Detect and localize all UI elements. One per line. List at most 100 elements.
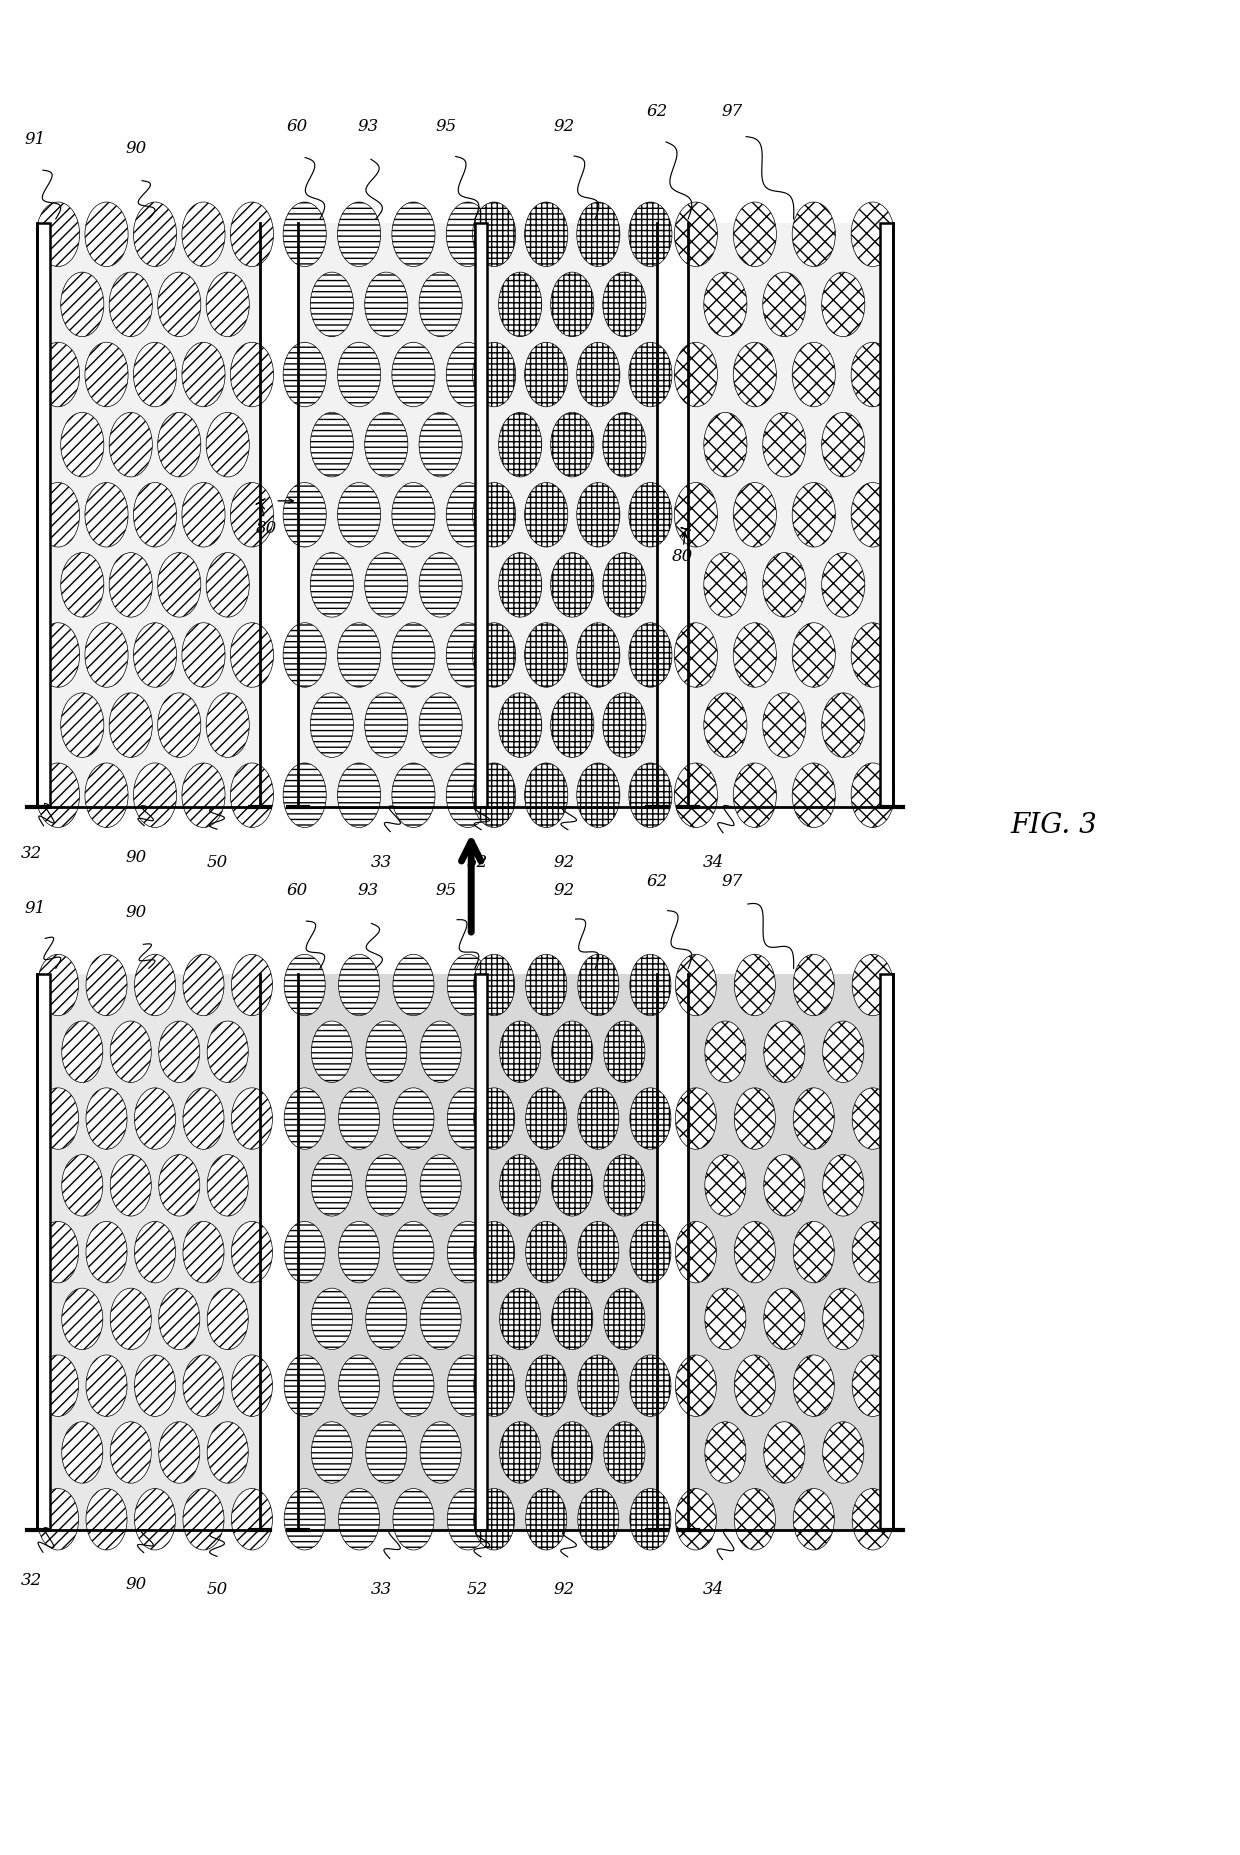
Text: 90: 90 [125,139,148,158]
Circle shape [474,1221,515,1284]
Circle shape [675,623,718,686]
Circle shape [577,343,620,406]
Circle shape [310,412,353,477]
Circle shape [134,1488,176,1551]
Circle shape [366,1287,407,1350]
Circle shape [472,623,516,686]
Circle shape [822,412,864,477]
Circle shape [704,1421,746,1484]
Circle shape [448,1221,489,1284]
Circle shape [630,1221,671,1284]
Circle shape [578,1354,619,1417]
Circle shape [852,953,893,1017]
Circle shape [284,1354,325,1417]
Circle shape [62,1020,103,1083]
Circle shape [284,1488,325,1551]
Circle shape [448,1354,489,1417]
Circle shape [61,694,104,757]
Circle shape [500,1421,541,1484]
Text: 33: 33 [371,853,393,872]
Circle shape [311,1287,352,1350]
Circle shape [446,202,490,267]
Circle shape [366,1020,407,1083]
Bar [487,223,657,807]
Circle shape [310,553,353,618]
Circle shape [578,1488,619,1551]
Circle shape [552,1287,593,1350]
Circle shape [182,623,224,686]
Circle shape [311,1421,352,1484]
Circle shape [676,953,717,1017]
Circle shape [134,623,176,686]
Circle shape [392,623,435,686]
Circle shape [134,953,176,1017]
Circle shape [110,1421,151,1484]
Circle shape [603,412,646,477]
Text: 80: 80 [255,519,278,538]
Circle shape [852,1488,893,1551]
Circle shape [704,553,746,618]
Circle shape [630,1354,671,1417]
Text: 50: 50 [206,1580,228,1599]
Circle shape [446,343,490,406]
Circle shape [206,694,249,757]
Text: 33: 33 [371,1580,393,1599]
Circle shape [822,553,864,618]
Bar [475,974,487,1530]
Circle shape [392,482,435,547]
Circle shape [86,953,126,1017]
Circle shape [157,694,201,757]
Circle shape [734,1488,775,1551]
Bar [37,974,50,1530]
Circle shape [448,1087,489,1150]
Circle shape [182,202,224,267]
Circle shape [393,1488,434,1551]
Circle shape [733,202,776,267]
Circle shape [704,1287,746,1350]
Circle shape [366,1421,407,1484]
Circle shape [207,1287,248,1350]
Circle shape [365,553,408,618]
Circle shape [231,623,274,686]
Circle shape [630,953,671,1017]
Circle shape [420,1020,461,1083]
Text: 95: 95 [435,117,458,135]
Circle shape [526,1221,567,1284]
Circle shape [365,694,408,757]
Circle shape [604,1020,645,1083]
Circle shape [763,273,806,336]
Circle shape [577,202,620,267]
Circle shape [525,482,568,547]
Circle shape [704,694,746,757]
Bar [880,223,893,807]
Circle shape [578,1087,619,1150]
Circle shape [393,953,434,1017]
Circle shape [339,1221,379,1284]
Circle shape [629,623,672,686]
Circle shape [134,343,176,406]
Circle shape [498,412,542,477]
Circle shape [630,1087,671,1150]
Circle shape [764,1287,805,1350]
Circle shape [676,1488,717,1551]
Text: 93: 93 [357,881,379,900]
Text: 60: 60 [286,881,309,900]
Text: 50: 50 [206,853,228,872]
Circle shape [733,482,776,547]
Circle shape [184,1354,224,1417]
Bar [688,974,880,1530]
Circle shape [392,762,435,827]
Circle shape [526,1488,567,1551]
Circle shape [420,1287,461,1350]
Circle shape [629,762,672,827]
Circle shape [419,412,463,477]
Circle shape [337,202,381,267]
Circle shape [86,202,128,267]
Circle shape [604,1154,645,1217]
Text: 62: 62 [646,872,668,890]
Circle shape [603,273,646,336]
Circle shape [525,623,568,686]
Bar [880,974,893,1530]
Circle shape [284,953,325,1017]
Circle shape [393,1354,434,1417]
